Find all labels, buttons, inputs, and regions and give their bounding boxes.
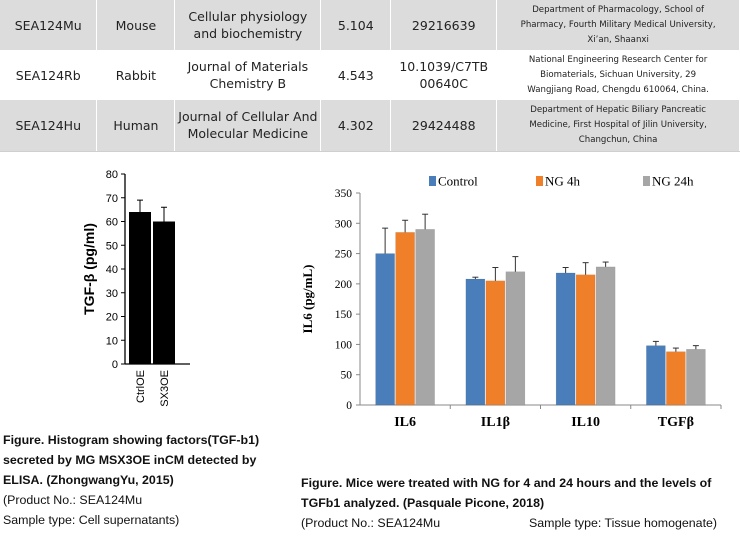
journal-cell-line: and biochemistry: [193, 26, 303, 41]
impact-factor-cell: 5.104: [320, 0, 392, 50]
right-caption-sample: Sample type: Tissue homogenate): [529, 516, 718, 530]
bar-control: [555, 272, 576, 406]
y-tick-label: 300: [335, 218, 353, 230]
bar-sx3oe: [153, 221, 175, 364]
pmid-cell: 29216639: [390, 0, 498, 50]
pmid-cell-line: 00640C: [419, 76, 468, 91]
x-tick-label: TGFβ: [658, 415, 694, 430]
pmid-cell-line: 29216639: [411, 17, 476, 33]
bar-ng-24h: [595, 266, 616, 406]
journal-cell-line: Journal of Cellular And: [178, 109, 318, 125]
bar-control: [646, 345, 666, 406]
journal-cell-line: Cellular physiology: [188, 9, 308, 24]
bar-ng-4h: [485, 280, 506, 406]
x-tick-label: CtrlOE: [135, 370, 147, 403]
y-tick-label: 30: [106, 288, 118, 300]
right-caption-info: (Product No.: SEA124Mu Sample type: Tiss…: [301, 513, 737, 533]
product-code-cell: SEA124Mu: [0, 0, 98, 50]
organization-cell: Department of Pharmacology, School of Pha…: [496, 0, 740, 50]
y-tick-label: 150: [335, 309, 353, 321]
bar-ng-4h: [575, 274, 596, 406]
left-figure-caption: Figure. Histogram showing factors(TGF-b1…: [3, 430, 273, 530]
tgf-beta-chart: 0 10 20 30 40 50 60 70 80 TGF-β (pg/ml) CtrlOE SX3O…: [81, 169, 190, 407]
impact-factor-cell: 4.543: [320, 50, 392, 100]
pmid-cell: 10.1039/C7TB 00640C: [390, 50, 498, 100]
organization-cell: National Engineering Research Center for…: [496, 50, 740, 100]
y-tick-label: 0: [112, 359, 118, 371]
journal-cell: Journal of Cellular And Molecular Medicin…: [174, 100, 322, 152]
left-caption-title: Figure. Histogram showing factors(TGF-b1…: [3, 433, 260, 487]
legend-swatch: [536, 176, 543, 186]
x-tick-label: IL6: [394, 415, 416, 430]
organization-cell-line: Department of Hepatic Biliary Pancreatic: [530, 104, 706, 115]
x-tick-label: IL1β: [481, 415, 510, 430]
journal-cell-line: Journal of Materials: [187, 59, 309, 74]
y-tick-label: 10: [106, 335, 118, 347]
bar-ctrloe: [129, 212, 151, 364]
y-axis-label: TGF-β (pg/ml): [81, 223, 97, 315]
product-code-cell: SEA124Hu: [0, 100, 98, 152]
y-tick-label: 80: [106, 169, 118, 181]
right-caption-product: (Product No.: SEA124Mu: [301, 516, 441, 530]
y-tick-label: 50: [106, 240, 118, 252]
bar-ng-24h: [686, 349, 706, 406]
table-row: SEA124Rb Rabbit Journal of Materials Chemis…: [0, 50, 740, 100]
organization-cell: Department of Hepatic Biliary Pancreatic…: [496, 100, 740, 152]
y-tick-label: 20: [106, 312, 118, 324]
legend-swatch: [429, 176, 436, 186]
organization-cell-line: Department of Pharmacology, School of: [532, 4, 705, 15]
journal-cell-line: Chemistry B: [209, 76, 287, 91]
impact-factor-cell: 4.302: [320, 100, 392, 152]
legend-label: NG 24h: [652, 174, 694, 189]
bar-control: [375, 253, 395, 406]
bar-ng-4h: [666, 351, 686, 406]
y-tick-label: 60: [106, 217, 118, 229]
species-cell: Rabbit: [96, 50, 176, 100]
table-row: SEA124Hu Human Journal of Cellular And Mole…: [0, 100, 740, 152]
bar-ng-24h: [415, 229, 435, 406]
y-tick-label: 250: [335, 249, 353, 261]
table-row: SEA124Mu Mouse Cellular physiology and bioc…: [0, 0, 740, 50]
reference-table: SEA124Mu Mouse Cellular physiology and bioc…: [0, 0, 740, 152]
pmid-cell-line: 29424488: [411, 117, 476, 133]
pmid-cell: 29424488: [390, 100, 498, 152]
bar-ng-24h: [505, 271, 526, 406]
legend-swatch: [643, 176, 650, 186]
organization-cell-line: Changchun, China: [578, 134, 658, 145]
bar-ng-4h: [395, 232, 415, 406]
y-tick-label: 100: [335, 339, 353, 351]
organization-cell-line: Biomaterials, Sichuan University, 29: [540, 69, 697, 80]
il6-group-chart: Control NG 4h NG 24h 0 50 100 150 200 250 300 350 I…: [300, 174, 722, 430]
y-tick-label: 70: [106, 193, 118, 205]
x-tick-label: IL10: [571, 415, 600, 430]
organization-cell-line: Pharmacy, Fourth Military Medical Univer…: [520, 19, 716, 30]
y-tick-label: 350: [335, 188, 353, 200]
legend-label: Control: [438, 174, 478, 189]
species-cell: Mouse: [96, 0, 176, 50]
bar-control: [465, 278, 486, 406]
left-caption-sample: Sample type: Cell supernatants): [3, 513, 180, 527]
organization-cell-line: Xi’an, Shaanxi: [587, 34, 649, 45]
species-cell: Human: [96, 100, 176, 152]
y-tick-label: 200: [335, 279, 353, 291]
pmid-cell-line: 10.1039/C7TB: [399, 59, 489, 74]
y-axis-label: IL6 (pg/mL): [300, 265, 315, 334]
right-figure-caption: Figure. Mice were treated with NG for 4 …: [301, 473, 737, 533]
legend-label: NG 4h: [545, 174, 581, 189]
organization-cell-line: National Engineering Research Center for: [528, 54, 708, 65]
product-code-cell: SEA124Rb: [0, 50, 98, 100]
right-caption-title: Figure. Mice were treated with NG for 4 …: [301, 476, 712, 510]
journal-cell: Journal of Materials Chemistry B: [174, 50, 322, 100]
organization-cell-line: Wangjiang Road, Chengdu 610064, China.: [527, 84, 709, 95]
y-tick-label: 0: [346, 400, 352, 412]
left-caption-product: (Product No.: SEA124Mu: [3, 493, 143, 507]
organization-cell-line: Medicine, First Hospital of Jilin Univer…: [529, 119, 707, 130]
y-tick-label: 40: [106, 264, 118, 276]
x-tick-label: SX3OE: [159, 370, 171, 407]
journal-cell-line: Molecular Medicine: [187, 126, 309, 142]
y-tick-label: 50: [341, 370, 353, 382]
journal-cell: Cellular physiology and biochemistry: [174, 0, 322, 50]
